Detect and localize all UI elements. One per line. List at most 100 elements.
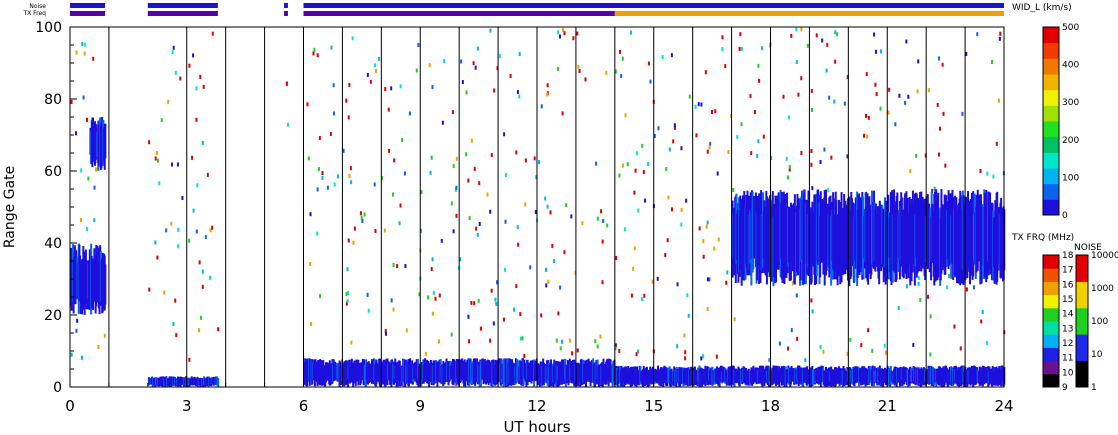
scatter-echo [477, 298, 480, 303]
scatter-echo [965, 51, 968, 56]
scatter-echo [177, 227, 180, 232]
scatter-echo [624, 113, 627, 118]
scatter-echo [821, 38, 824, 43]
scatter-echo [94, 167, 97, 172]
width-colorbar-title: WID_L (km/s) [1012, 3, 1072, 13]
scatter-echo [470, 138, 473, 143]
noise-colorbar-tick-label: 1 [1091, 383, 1097, 393]
scatter-echo [516, 89, 519, 94]
scatter-echo [366, 72, 369, 77]
noise-status-segments [70, 3, 1004, 8]
width-colorbar-tick-label: 500 [1062, 23, 1079, 33]
scatter-echo [468, 216, 471, 221]
scatter-echo [602, 218, 605, 223]
scatter-echo [756, 153, 759, 158]
scatter-echo [739, 32, 742, 37]
scatter-echo [155, 151, 158, 156]
x-tick-label: 9 [415, 397, 425, 415]
scatter-echo [498, 54, 501, 59]
scatter-echo [647, 61, 650, 66]
scatter-echo [732, 187, 735, 192]
scatter-echo [378, 56, 381, 61]
noise-colorbar-tick-label: 10 [1091, 350, 1103, 360]
scatter-echo [905, 284, 908, 289]
scatter-echo [347, 290, 350, 295]
width-colorbar-swatch [1043, 168, 1059, 185]
scatter-echo [565, 203, 568, 208]
scatter-echo [489, 28, 492, 33]
scatter-echo [634, 168, 637, 173]
width-colorbar-tick-label: 0 [1062, 211, 1068, 221]
scatter-echo [827, 188, 830, 193]
scatter-echo [345, 98, 348, 103]
scatter-echo [558, 34, 561, 39]
scatter-echo [544, 196, 547, 201]
scatter-echo [359, 211, 362, 216]
scatter-echo [716, 171, 719, 176]
scatter-echo [782, 94, 785, 99]
scatter-echo [504, 173, 507, 178]
scatter-echo [725, 280, 728, 285]
scatter-echo [698, 226, 701, 231]
y-tick-label: 100 [35, 20, 62, 36]
scatter-echo [517, 242, 520, 247]
scatter-echo [310, 321, 313, 326]
scatter-echo [653, 134, 656, 139]
scatter-echo [86, 226, 89, 231]
scatter-echo [513, 307, 516, 312]
scatter-echo [217, 327, 220, 332]
scatter-echo [148, 287, 151, 292]
scatter-echo [103, 333, 106, 338]
scatter-echo [786, 175, 789, 180]
scatter-echo [494, 297, 497, 302]
scatter-echo [496, 280, 499, 285]
scatter-echo [496, 66, 499, 71]
scatter-echo [551, 243, 554, 248]
width-colorbar-tick-label: 400 [1062, 61, 1079, 71]
scatter-echo [714, 109, 717, 114]
scatter-echo [306, 102, 309, 107]
scan-boundary-lines [108, 27, 966, 387]
scatter-echo [929, 314, 932, 319]
scatter-echo [863, 133, 866, 138]
status-bars: Noise TX Freq [22, 3, 1004, 17]
width-colorbar-swatch [1043, 58, 1059, 75]
scatter-echo [729, 114, 732, 119]
scatter-echo [509, 73, 512, 78]
y-tick-label: 80 [44, 92, 62, 108]
scatter-echo [980, 319, 983, 324]
scatter-echo [998, 36, 1001, 41]
scatter-echo [353, 226, 356, 231]
scatter-echo [345, 301, 348, 306]
scatter-echo [307, 156, 310, 161]
scatter-echo [195, 229, 198, 234]
scatter-echo [867, 328, 870, 333]
scatter-echo [503, 317, 506, 322]
scatter-echo [862, 275, 865, 280]
scatter-echo [374, 63, 377, 68]
scatter-echo [880, 49, 883, 54]
scatter-echo [927, 88, 930, 93]
scatter-echo [479, 326, 482, 331]
scatter-echo [188, 63, 191, 68]
noise-colorbar-swatch [1076, 281, 1088, 309]
colorbars: 0 100 200 300 400 500 WID_L (km/s) 9 10 11 12 13 14 1… [1011, 3, 1118, 393]
scatter-echo [601, 239, 604, 244]
noise-colorbar-title: NOISE [1074, 243, 1102, 253]
scatter-echo [667, 195, 670, 200]
scatter-echo [599, 334, 602, 339]
scatter-echo [380, 176, 383, 181]
scatter-echo [383, 228, 386, 233]
scatter-echo [637, 208, 640, 213]
scatter-echo [687, 313, 690, 318]
scatter-echo [396, 264, 399, 269]
scatter-echo [86, 117, 89, 122]
scatter-echo [492, 321, 495, 326]
scatter-echo [685, 198, 688, 203]
scatter-echo [348, 82, 351, 87]
scatter-echo [321, 175, 324, 180]
scatter-echo [557, 311, 560, 316]
scatter-echo [626, 162, 629, 167]
scatter-echo [468, 339, 471, 344]
scatter-echo [438, 293, 441, 298]
